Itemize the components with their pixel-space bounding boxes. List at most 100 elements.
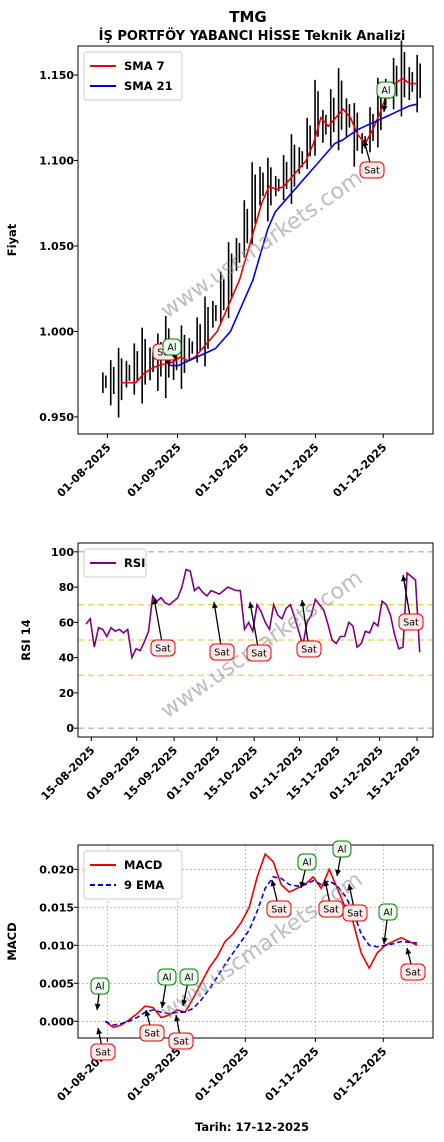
y-tick-label: 0.950	[39, 411, 74, 424]
x-tick-label: 01-12-2025	[330, 1045, 389, 1104]
y-tick-label: 0.000	[39, 1015, 74, 1028]
y-tick-label: 1.100	[39, 155, 74, 168]
x-tick-label: 01-11-2025	[263, 1045, 322, 1104]
sell-signal-badge	[246, 644, 272, 662]
y-tick-label: 0	[66, 722, 74, 735]
x-tick-label: 01-11-2025	[263, 441, 322, 500]
buy-signal-badge	[376, 81, 396, 99]
y-tick-label: 40	[59, 652, 75, 665]
legend: MACD 9 EMA	[83, 850, 183, 900]
signal-label: Al	[184, 973, 193, 984]
sell-signal-badge	[359, 161, 385, 179]
y-tick-label: 1.050	[39, 240, 74, 253]
y-tick-label: 80	[59, 581, 75, 594]
y-tick-label: 1.150	[39, 69, 74, 82]
price-panel: 0.950 1.000 1.050 1.100 1.150 Fiyat 01-08-2025…	[5, 40, 434, 500]
x-axis-label: Tarih: 17-12-2025	[195, 1120, 309, 1134]
x-tick-label: 01-09-2025	[125, 441, 184, 500]
annotation-arrowhead	[299, 600, 306, 607]
annotation-arrowhead	[270, 880, 277, 887]
sell-signal-badge	[139, 1024, 165, 1042]
signal-label: Al	[337, 845, 346, 856]
legend-label: 9 EMA	[124, 878, 164, 892]
signal-label: Sat	[144, 1029, 160, 1040]
x-tick-label: 01-12-2025	[330, 441, 389, 500]
sell-signal-badge	[398, 613, 424, 631]
annotation-arrowhead	[144, 1010, 151, 1017]
x-tick-label: 01-10-2025	[192, 1045, 251, 1104]
signal-label: Sat	[271, 905, 287, 916]
annotation-arrowhead	[211, 602, 218, 609]
buy-signal-badge	[157, 968, 177, 986]
annotation-arrowhead	[381, 105, 388, 112]
buy-signal-badge	[297, 853, 317, 871]
annotation-arrowhead	[159, 1001, 166, 1008]
signal-label: Sat	[403, 618, 419, 629]
signal-label: Sat	[95, 1048, 111, 1059]
annotation-arrowhead	[347, 884, 354, 891]
legend-label: SMA 21	[124, 79, 173, 93]
signal-label: Sat	[214, 648, 230, 659]
annotation-arrowhead	[401, 575, 407, 582]
annotation-arrowhead	[362, 140, 369, 147]
sell-signal-badge	[342, 904, 368, 922]
sell-signal-badge	[296, 640, 322, 658]
annotation-arrowhead	[152, 598, 159, 605]
signal-label: Sat	[173, 1037, 189, 1048]
legend: RSI	[83, 548, 147, 578]
buy-signal-badge	[332, 840, 352, 858]
sell-signal-badge	[209, 643, 235, 661]
sell-signal-badge	[150, 639, 176, 657]
series-line	[170, 103, 418, 367]
y-axis-label: MACD	[5, 922, 19, 960]
annotation-arrowhead	[181, 999, 188, 1006]
series-line	[104, 852, 418, 1029]
watermark: www.uscmarkets.com	[156, 867, 367, 1025]
sell-signal-badge	[90, 1043, 116, 1061]
y-tick-label: 100	[51, 546, 74, 559]
y-axis-label: Fiyat	[5, 223, 19, 256]
chart-title: TMG	[229, 8, 266, 26]
annotation-arrowhead	[248, 602, 254, 609]
legend-label: MACD	[124, 858, 162, 872]
annotation-arrowhead	[405, 948, 412, 955]
legend-label: RSI	[124, 556, 145, 570]
signal-label: Sat	[323, 905, 339, 916]
plot-frame	[77, 45, 434, 435]
signal-label: Sat	[347, 909, 363, 920]
signal-label: Al	[302, 858, 311, 869]
watermark: www.uscmarkets.com	[156, 166, 367, 324]
y-tick-label: 0.010	[39, 939, 74, 952]
buy-signal-badge	[162, 338, 182, 356]
y-tick-label: 0.015	[39, 901, 74, 914]
annotation-arrowhead	[335, 869, 342, 876]
y-axis-label: RSI 14	[19, 619, 33, 660]
signal-label: Al	[381, 86, 390, 97]
signal-label: Sat	[405, 968, 421, 979]
buy-signal-badge	[90, 977, 110, 995]
x-tick-label: 01-10-2025	[192, 441, 251, 500]
series-line	[85, 568, 421, 661]
annotation-arrowhead	[323, 880, 330, 887]
legend: SMA 7 SMA 21	[83, 51, 183, 101]
plot-frame	[77, 542, 434, 738]
legend-box	[83, 51, 183, 101]
legend-label: SMA 7	[124, 59, 165, 73]
y-tick-label: 1.000	[39, 325, 74, 338]
buy-signal-badge	[179, 968, 199, 986]
signal-label: Sat	[301, 645, 317, 656]
y-tick-label: 0.005	[39, 977, 74, 990]
chart-subtitle: İŞ PORTFÖY YABANCI HİSSE Teknik Analizi	[99, 28, 406, 44]
signal-label: Sat	[251, 649, 267, 660]
signal-label: Al	[167, 343, 176, 354]
annotation-arrowhead	[165, 359, 171, 366]
x-tick-label: 01-09-2025	[125, 1045, 184, 1104]
annotation-arrowhead	[299, 881, 306, 888]
plot-frame	[77, 844, 434, 1039]
annotation-arrowhead	[381, 937, 388, 944]
y-tick-label: 0.020	[39, 863, 74, 876]
x-tick-label: 01-08-2025	[55, 441, 114, 500]
